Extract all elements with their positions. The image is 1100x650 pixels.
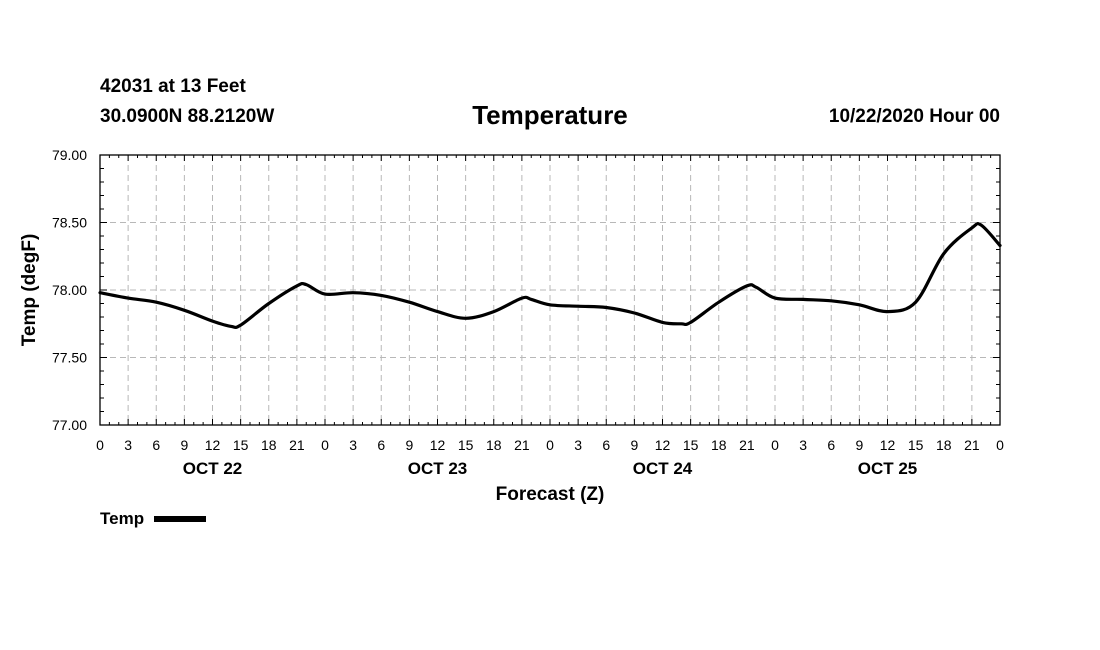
day-label: OCT 24 (633, 459, 693, 478)
temp-series-line (98, 221, 1002, 330)
x-tick-label: 18 (711, 437, 727, 453)
legend-label: Temp (100, 509, 145, 528)
x-tick-label: 15 (908, 437, 924, 453)
x-tick-label: 6 (377, 437, 385, 453)
x-tick-label: 3 (124, 437, 132, 453)
x-tick-label: 6 (152, 437, 160, 453)
x-tick-label: 0 (771, 437, 779, 453)
day-label: OCT 25 (858, 459, 918, 478)
x-tick-label: 9 (180, 437, 188, 453)
x-tick-label: 12 (430, 437, 446, 453)
day-label: OCT 22 (183, 459, 243, 478)
y-axis-label: Temp (degF) (19, 234, 40, 347)
x-tick-label: 9 (405, 437, 413, 453)
x-tick-label: 18 (936, 437, 952, 453)
x-tick-label: 21 (289, 437, 305, 453)
day-labels: OCT 22 OCT 23 OCT 24 OCT 25 (183, 459, 918, 478)
station-label: 42031 at 13 Feet (100, 76, 246, 97)
day-label: OCT 23 (408, 459, 468, 478)
run-timestamp: 10/22/2020 Hour 00 (828, 106, 1000, 127)
x-tick-label: 15 (233, 437, 249, 453)
x-tick-label: 18 (261, 437, 277, 453)
x-tick-label: 12 (205, 437, 221, 453)
x-tick-label: 15 (458, 437, 474, 453)
y-tick-labels: 77.00 77.50 78.00 78.50 79.00 (52, 147, 87, 433)
x-tick-label: 9 (855, 437, 863, 453)
x-axis-label: Forecast (Z) (496, 484, 605, 505)
y-tick-label: 77.00 (52, 417, 87, 433)
x-tick-label: 21 (739, 437, 755, 453)
axis-ticks (99, 154, 1001, 426)
x-tick-label: 15 (683, 437, 699, 453)
x-tick-label: 0 (321, 437, 329, 453)
x-tick-label: 6 (827, 437, 835, 453)
x-tick-label: 0 (546, 437, 554, 453)
coordinates-label: 30.0900N 88.2120W (100, 106, 275, 127)
x-tick-label: 0 (96, 437, 104, 453)
grid-lines (100, 155, 1000, 425)
x-tick-label: 6 (602, 437, 610, 453)
x-tick-label: 21 (514, 437, 530, 453)
y-tick-label: 78.50 (52, 215, 87, 231)
x-tick-label: 21 (964, 437, 980, 453)
legend-swatch-temp (154, 516, 207, 522)
x-tick-label: 0 (996, 437, 1004, 453)
x-tick-label: 12 (880, 437, 896, 453)
x-tick-label: 3 (799, 437, 807, 453)
x-tick-label: 18 (486, 437, 502, 453)
legend: Temp (100, 509, 207, 529)
chart-title: Temperature (472, 100, 628, 130)
x-tick-label: 12 (655, 437, 671, 453)
x-tick-label: 3 (574, 437, 582, 453)
y-tick-label: 78.00 (52, 282, 87, 298)
x-tick-label: 9 (630, 437, 638, 453)
x-tick-label: 3 (349, 437, 357, 453)
x-tick-labels: 0 3 6 9 12 15 18 21 0 3 6 9 12 15 18 21 0 3 6 9 12 15 18 21 0 3 6 9… (96, 437, 1004, 453)
y-tick-label: 79.00 (52, 147, 87, 163)
y-tick-label: 77.50 (52, 350, 87, 366)
